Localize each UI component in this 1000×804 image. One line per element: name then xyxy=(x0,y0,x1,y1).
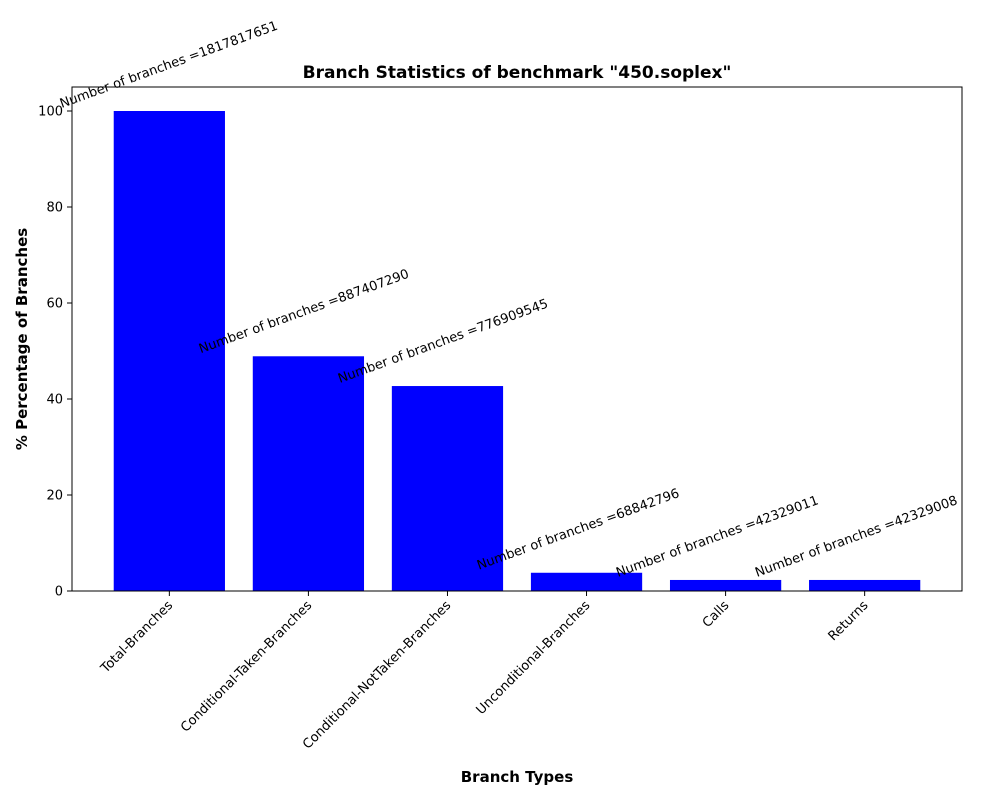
data-label-2: Number of branches =887407290 xyxy=(197,267,411,357)
x-tick-label-3: Conditional-NotTaken-Branches xyxy=(300,598,454,752)
bar-2 xyxy=(252,356,365,591)
bar-3 xyxy=(391,386,504,591)
x-tick-label-4: Unconditional-Branches xyxy=(474,598,594,718)
chart-title: Branch Statistics of benchmark "450.sopl… xyxy=(303,63,732,83)
y-tick-label-0: 0 xyxy=(55,585,63,600)
bar-4 xyxy=(530,572,643,591)
bar-1 xyxy=(113,111,225,591)
bar-6 xyxy=(809,579,921,591)
y-tick-label-80: 80 xyxy=(46,201,63,216)
data-label-3: Number of branches =776909545 xyxy=(336,297,550,387)
x-tick-label-1: Total-Branches xyxy=(98,598,177,677)
x-axis-label: Branch Types xyxy=(461,768,574,786)
axes-frame xyxy=(71,86,963,592)
bar-5 xyxy=(669,579,782,591)
x-tick-label-6: Returns xyxy=(826,598,872,644)
x-tick-label-2: Conditional-Taken-Branches xyxy=(178,598,315,735)
y-tick-label-40: 40 xyxy=(46,393,63,408)
y-tick-label-100: 100 xyxy=(38,105,63,120)
y-tick-label-60: 60 xyxy=(46,297,63,312)
x-tick-label-5: Calls xyxy=(700,598,733,631)
y-tick-label-20: 20 xyxy=(46,489,63,504)
data-label-1: Number of branches =1817817651 xyxy=(58,19,280,112)
plot-area: 0 20 40 60 80 100 Total-Branches Conditional-Ta… xyxy=(38,19,963,752)
y-axis-label: % Percentage of Branches xyxy=(13,228,31,450)
